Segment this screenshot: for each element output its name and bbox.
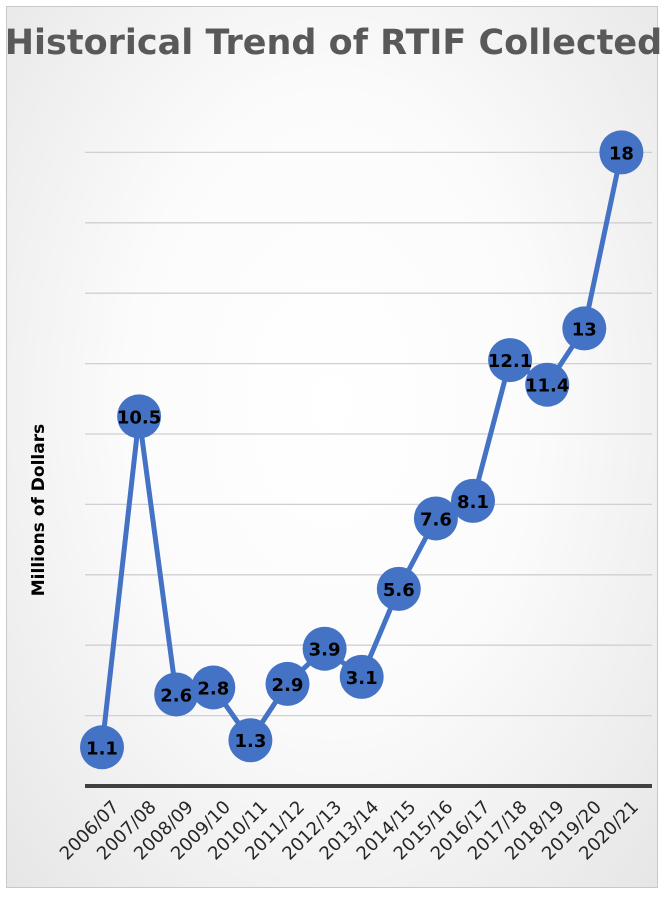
data-label: 10.5 bbox=[117, 407, 161, 428]
data-point bbox=[525, 362, 570, 407]
data-label: 7.6 bbox=[420, 509, 452, 530]
data-point bbox=[302, 626, 347, 671]
data-label: 18 bbox=[609, 143, 634, 164]
data-point bbox=[191, 665, 236, 710]
data-label: 1.1 bbox=[86, 738, 118, 759]
chart-title: Historical Trend of RTIF Collected bbox=[4, 23, 663, 63]
data-point bbox=[339, 654, 384, 699]
data-point bbox=[562, 306, 607, 351]
data-point bbox=[451, 478, 495, 523]
data-label: 8.1 bbox=[457, 492, 489, 513]
data-point bbox=[376, 566, 421, 611]
gridlines bbox=[85, 151, 652, 717]
data-point bbox=[599, 130, 644, 175]
data-label: 11.4 bbox=[525, 376, 569, 397]
data-point bbox=[80, 725, 124, 770]
data-label: 1.3 bbox=[234, 731, 266, 752]
data-point bbox=[265, 661, 310, 706]
data-point bbox=[117, 394, 162, 439]
data-point bbox=[228, 718, 273, 763]
data-label: 2.8 bbox=[197, 678, 229, 699]
data-labels: 1.1 10.5 2.6 2.8 1.3 2.93.93.1 5.6 7.68.1 12.1 11… bbox=[86, 143, 634, 759]
data-markers bbox=[80, 130, 644, 770]
x-tick-labels: 2006/072007/082008/092009/102010/112011/… bbox=[56, 797, 643, 865]
data-label: 3.1 bbox=[346, 668, 378, 689]
data-label: 3.9 bbox=[309, 640, 341, 661]
y-axis-label: Millions of Dollars bbox=[29, 424, 49, 596]
data-label: 13 bbox=[572, 319, 597, 340]
data-label: 5.6 bbox=[383, 580, 415, 601]
data-label: 2.6 bbox=[160, 685, 192, 706]
data-label: 2.9 bbox=[272, 675, 304, 696]
data-point bbox=[413, 496, 458, 541]
data-point bbox=[488, 338, 533, 383]
data-point bbox=[154, 672, 199, 717]
data-label: 12.1 bbox=[488, 351, 532, 372]
